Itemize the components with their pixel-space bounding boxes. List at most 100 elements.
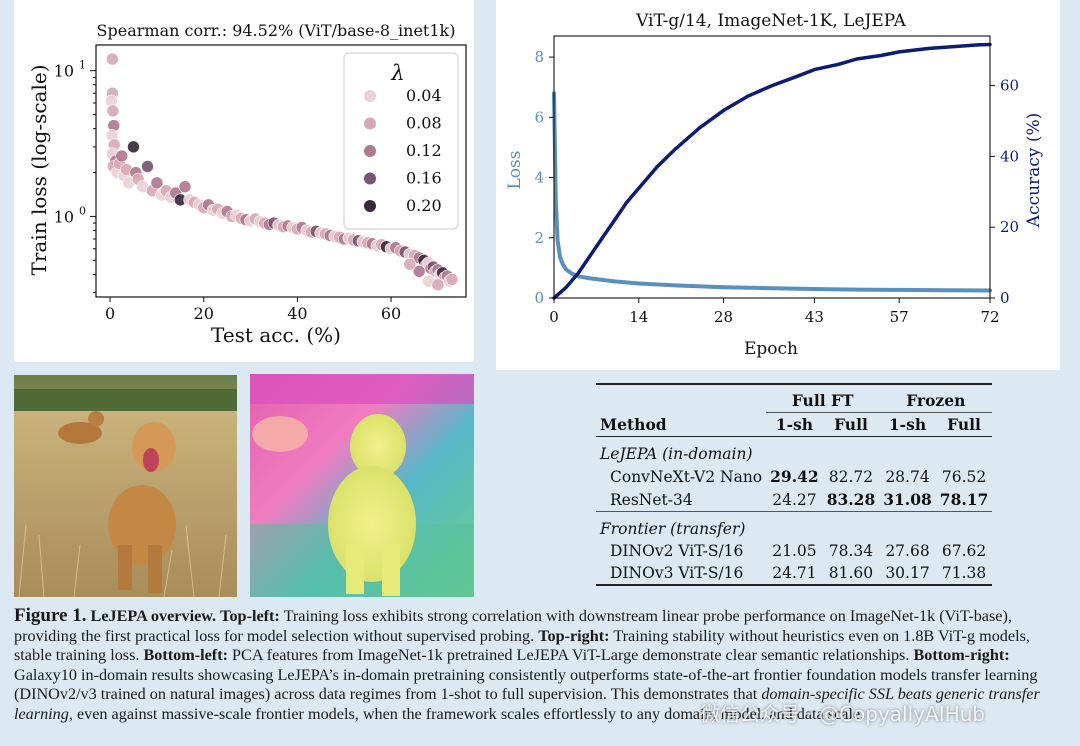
table-row: DINOv2 ViT-S/16 21.05 78.34 27.68 67.62 [596,540,992,562]
table-row: ResNet-34 24.27 83.28 31.08 78.17 [596,488,992,512]
scatter-frame [95,44,467,298]
x-tick-label: 28 [714,308,733,326]
x-tick-label: 0 [549,308,559,326]
method-cell: ResNet-34 [610,490,693,509]
scatter-point [445,273,459,286]
y-right-tick-label: 40 [1000,147,1019,165]
legend-marker [364,172,376,185]
legend-marker [364,90,376,102]
scatter-point [115,149,129,163]
scatter-point [150,176,164,190]
y-left-tick-label: 4 [534,169,544,187]
loss-line [552,91,992,293]
y-left-tick-label: 0 [534,289,544,307]
y-tick-label: 10 [54,207,74,226]
y-tick-exponent: 1 [79,59,86,72]
value-cell: 81.60 [822,562,880,586]
scatter-title: Spearman corr.: 94.52% (ViT/base-8_inet1… [97,21,456,40]
y-right-tick-label: 20 [1000,218,1019,236]
dog-photo-illustration [14,375,237,597]
legend-marker [364,117,376,130]
caption-tr-label: Top-right: [538,626,610,645]
scatter-panel: Spearman corr.: 94.52% (ViT/base-8_inet1… [14,0,474,362]
scatter-point [127,140,140,154]
legend-label: 0.12 [406,141,442,160]
caption-bl-label: Bottom-left: [143,646,228,664]
value-cell: 27.68 [885,542,930,560]
scatter-chart: Spearman corr.: 94.52% (ViT/base-8_inet1… [27,21,467,347]
y-left-tick-label: 8 [534,48,544,66]
scatter-legend: λ 0.04 0.08 0.12 0.16 0.20 [343,52,459,230]
x-tick-label: 40 [287,304,307,323]
value-cell: 82.72 [828,467,874,486]
figure-label: Figure 1. [14,605,87,626]
table-section-header: LeJEPA (in-domain) [596,436,993,465]
scatter-ylabel: Train loss (log-scale) [27,64,51,275]
caption-tr-text: Training stability without heuristics ev… [14,626,1030,665]
scatter-point [178,180,192,193]
caption-br-label: Bottom-right: [913,646,1010,664]
table-row: ConvNeXt-V2 Nano 29.42 82.72 28.74 76.52 [596,465,992,488]
scatter-point [106,104,120,118]
value-cell: 28.74 [885,467,930,486]
caption-emphasis: domain-specific SSL beats generic transf… [14,685,1040,723]
scatter-point [106,52,119,66]
method-header: Method [600,414,667,434]
train-frame [553,35,991,299]
y-right-tick-label: 0 [1000,289,1010,307]
x-tick-label: 72 [980,308,999,326]
sub-header: Full [834,415,868,434]
legend-label: 0.04 [406,86,442,105]
x-tick-label: 14 [629,308,648,326]
y-tick-label: 10 [54,62,74,81]
value-cell: 71.38 [935,562,993,586]
training-chart: ViT-g/14, ImageNet-1K, LeJEPA 0 14 28 43 57 7… [505,11,1044,359]
train-ylabel-right: Accuracy (%) [1024,113,1044,228]
table-sub-header: Method 1-sh Full 1-sh Full [596,413,992,437]
section-title: Frontier (transfer) [596,511,993,540]
legend-label: 0.08 [406,114,442,133]
legend-marker [364,145,376,157]
dog-photo [14,375,237,597]
method-cell: ConvNeXt-V2 Nano [610,467,763,486]
y-tick-exponent: 0 [79,204,86,217]
caption-overview: LeJEPA overview. [90,607,217,625]
value-cell: 78.17 [939,490,989,509]
training-panel: ViT-g/14, ImageNet-1K, LeJEPA 0 14 28 43 57 7… [496,0,1060,370]
method-cell: DINOv2 ViT-S/16 [610,542,744,560]
table-row: DINOv3 ViT-S/16 24.71 81.60 30.17 71.38 [596,562,993,586]
scatter-point [403,257,417,271]
train-title: ViT-g/14, ImageNet-1K, LeJEPA [635,11,907,31]
y-left-tick-label: 6 [534,108,544,126]
value-cell: 24.71 [766,562,823,586]
train-xlabel: Epoch [744,339,798,359]
value-cell: 67.62 [941,542,987,560]
accuracy-line [552,42,992,300]
x-tick-label: 60 [381,304,401,323]
caption-br-text: Galaxy10 in-domain results showcasing Le… [14,665,1038,704]
section-title: LeJEPA (in-domain) [596,436,993,465]
sub-header: 1-sh [775,415,814,434]
results-table: Full FT Frozen Method 1-sh Full 1-sh Ful… [596,383,993,586]
sub-header: 1-sh [888,415,927,434]
value-cell: 21.05 [772,542,817,560]
scatter-point [412,265,426,278]
x-tick-label: 20 [194,304,214,323]
x-tick-label: 43 [805,308,824,326]
scatter-xlabel: Test acc. (%) [211,323,341,347]
y-right-tick-label: 60 [1000,77,1019,95]
value-cell: 24.27 [772,490,817,509]
watermark: 微信公众号 · @CopyallyAIHub [700,702,985,726]
train-ylabel-left: Loss [505,151,525,190]
value-cell: 30.17 [879,562,936,586]
pca-illustration [250,374,474,597]
group-header-frozen: Frozen [879,385,993,413]
legend-label: 0.20 [406,196,442,215]
legend-label: 0.16 [406,169,442,188]
scatter-point [141,160,154,173]
figure-caption: Figure 1. LeJEPA overview. Top-left: Tra… [14,606,1064,724]
table-section-header: Frontier (transfer) [596,511,993,540]
x-tick-label: 57 [890,308,909,326]
scatter-point [431,278,445,292]
caption-tl-label: Top-left: [220,607,280,625]
